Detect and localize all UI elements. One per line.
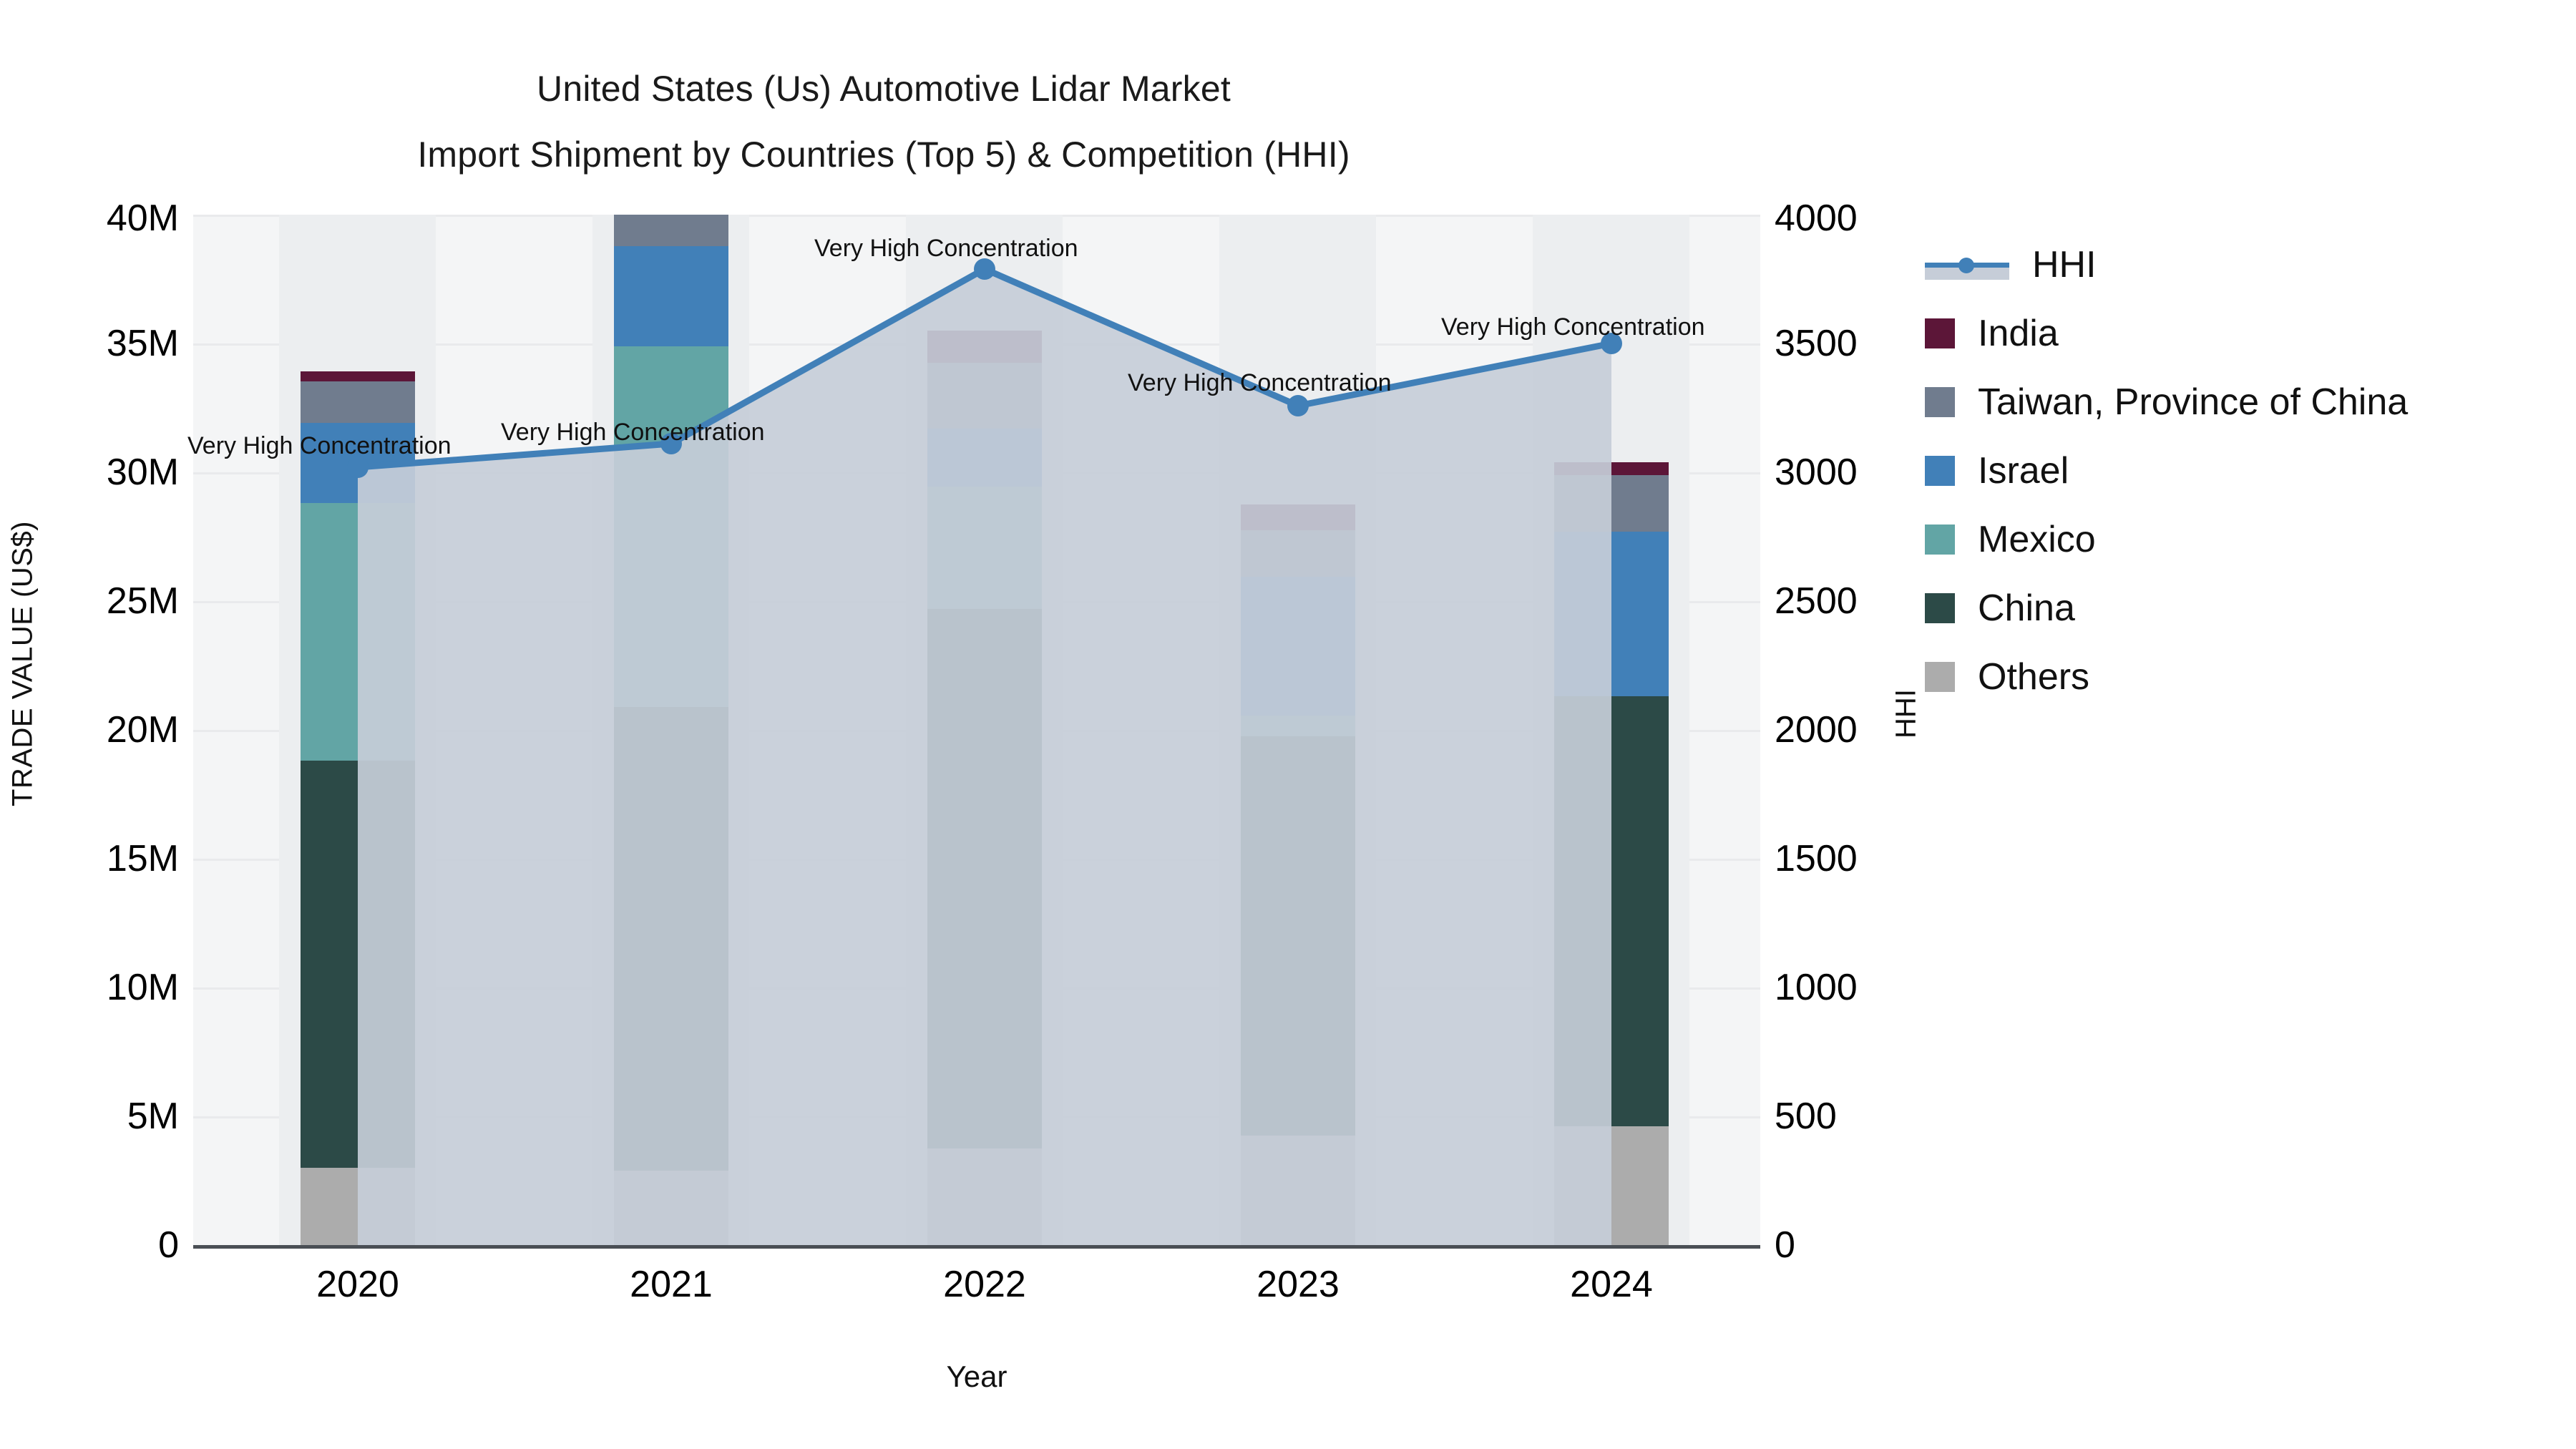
legend-swatch-taiwan: [1925, 387, 1955, 417]
bar-seg-taiwan-2020: [301, 381, 415, 423]
bar-seg-mexico-2023: [1241, 716, 1355, 736]
bar-seg-others-2024: [1554, 1126, 1669, 1245]
y-tick-right-2000: 2000: [1775, 709, 1858, 751]
legend-item-israel[interactable]: Israel: [1925, 436, 2408, 505]
y-axis-label-right: HHI: [1890, 689, 1922, 738]
bar-seg-israel-2022: [927, 429, 1042, 487]
y-tick-left-10m: 10M: [106, 967, 179, 1008]
hhi-line-marker-icon: [1925, 250, 2009, 280]
annotation-2022: Very High Concentration: [814, 235, 1078, 262]
legend-item-others[interactable]: Others: [1925, 643, 2408, 711]
legend-swatch-others: [1925, 662, 1955, 692]
bar-seg-others-2021: [614, 1171, 728, 1245]
x-tick-2024: 2024: [1570, 1264, 1653, 1305]
x-axis-label: Year: [946, 1360, 1008, 1393]
y-tick-right-2500: 2500: [1775, 580, 1858, 622]
legend-item-india[interactable]: India: [1925, 299, 2408, 368]
bar-seg-india-2024: [1554, 462, 1669, 475]
annotation-2021: Very High Concentration: [501, 419, 765, 446]
y-tick-left-0: 0: [158, 1224, 179, 1266]
legend-item-china[interactable]: China: [1925, 574, 2408, 643]
y-tick-right-500: 500: [1775, 1096, 1837, 1137]
bar-seg-taiwan-2024: [1554, 475, 1669, 532]
bar-seg-china-2024: [1554, 696, 1669, 1126]
bar-seg-others-2023: [1241, 1136, 1355, 1245]
y-tick-left-40m: 40M: [106, 197, 179, 239]
x-tick-2023: 2023: [1257, 1264, 1340, 1305]
bar-seg-others-2020: [301, 1168, 415, 1245]
legend-label-israel: Israel: [1978, 450, 2069, 492]
bar-seg-china-2021: [614, 707, 728, 1171]
bar-seg-israel-2021: [614, 246, 728, 346]
legend-swatch-china: [1925, 593, 1955, 623]
y-tick-right-3500: 3500: [1775, 323, 1858, 364]
y-tick-right-3000: 3000: [1775, 452, 1858, 493]
legend-item-taiwan[interactable]: Taiwan, Province of China: [1925, 368, 2408, 436]
bar-seg-israel-2024: [1554, 532, 1669, 696]
y-tick-right-4000: 4000: [1775, 197, 1858, 239]
y-tick-left-5m: 5M: [127, 1096, 179, 1137]
bar-seg-taiwan-2023: [1241, 530, 1355, 577]
annotation-2023: Very High Concentration: [1128, 369, 1392, 396]
x-axis-line: [193, 1245, 1760, 1249]
x-tick-2020: 2020: [316, 1264, 399, 1305]
legend-item-mexico[interactable]: Mexico: [1925, 505, 2408, 574]
bar-seg-india-2022: [927, 331, 1042, 363]
chart-title: United States (Us) Automotive Lidar Mark…: [0, 56, 1767, 187]
plot-inner: [193, 215, 1760, 1245]
chart-title-line1: United States (Us) Automotive Lidar Mark…: [537, 69, 1231, 109]
bar-seg-taiwan-2021: [614, 215, 728, 246]
legend-swatch-mexico: [1925, 525, 1955, 555]
x-tick-2021: 2021: [630, 1264, 713, 1305]
y-tick-left-15m: 15M: [106, 838, 179, 879]
y-tick-right-1500: 1500: [1775, 838, 1858, 879]
legend-label-mexico: Mexico: [1978, 519, 2096, 560]
legend: HHI India Taiwan, Province of China Isra…: [1925, 230, 2408, 711]
bar-seg-others-2022: [927, 1148, 1042, 1245]
legend-item-hhi[interactable]: HHI: [1925, 230, 2408, 299]
y-tick-right-0: 0: [1775, 1224, 1795, 1266]
y-tick-left-30m: 30M: [106, 452, 179, 493]
bar-seg-china-2022: [927, 609, 1042, 1148]
x-tick-2022: 2022: [943, 1264, 1026, 1305]
y-axis-label-left: TRADE VALUE (US$): [6, 521, 39, 806]
bar-seg-india-2020: [301, 371, 415, 381]
chart-title-line2: Import Shipment by Countries (Top 5) & C…: [417, 135, 1350, 175]
bar-seg-mexico-2022: [927, 487, 1042, 609]
bar-seg-taiwan-2022: [927, 363, 1042, 429]
y-tick-left-35m: 35M: [106, 323, 179, 364]
bar-seg-israel-2023: [1241, 577, 1355, 716]
legend-label-taiwan: Taiwan, Province of China: [1978, 381, 2409, 423]
legend-swatch-israel: [1925, 456, 1955, 486]
annotation-2020: Very High Concentration: [187, 432, 452, 459]
bar-seg-china-2020: [301, 761, 415, 1168]
legend-label-india: India: [1978, 313, 2059, 354]
bar-seg-china-2023: [1241, 736, 1355, 1136]
legend-label-china: China: [1978, 587, 2075, 629]
y-tick-right-1000: 1000: [1775, 967, 1858, 1008]
bar-seg-india-2023: [1241, 504, 1355, 530]
bar-seg-mexico-2020: [301, 503, 415, 761]
legend-swatch-india: [1925, 318, 1955, 348]
y-tick-left-20m: 20M: [106, 709, 179, 751]
legend-label-hhi: HHI: [2032, 244, 2097, 286]
legend-label-others: Others: [1978, 656, 2090, 698]
annotation-2024: Very High Concentration: [1441, 313, 1705, 341]
plot-area: [193, 215, 1760, 1245]
bar-seg-mexico-2021: [614, 346, 728, 707]
y-tick-left-25m: 25M: [106, 580, 179, 622]
